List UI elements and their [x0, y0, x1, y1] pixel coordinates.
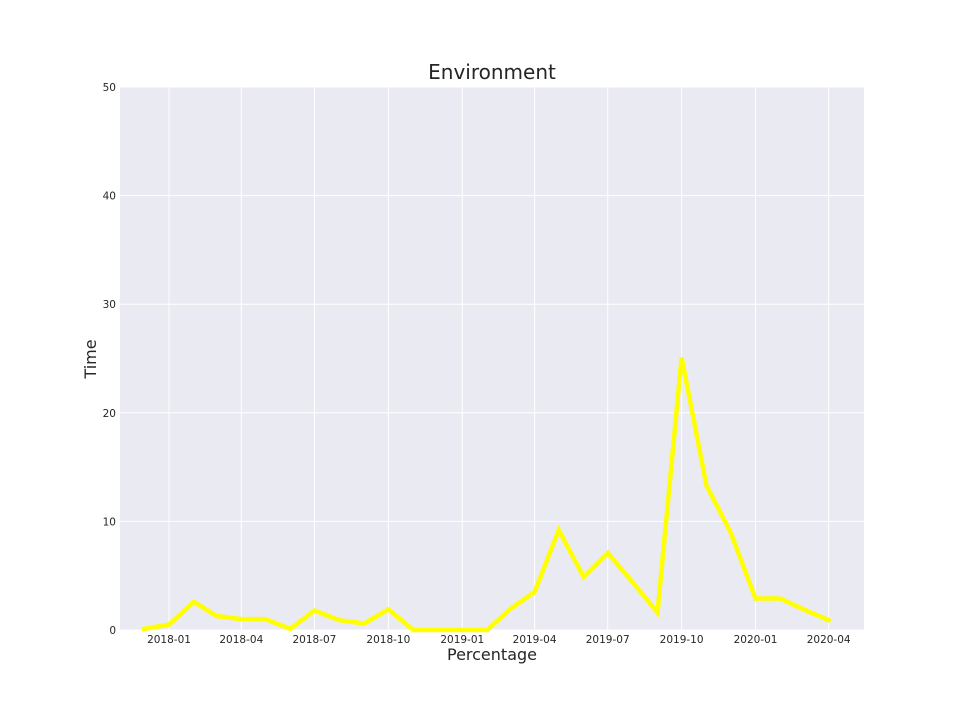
y-tick-label: 30 [103, 299, 116, 311]
x-tick-label: 2019-10 [660, 634, 704, 646]
x-tick-label: 2019-04 [513, 634, 557, 646]
x-tick-label: 2020-01 [734, 634, 778, 646]
plot-background [120, 87, 864, 630]
x-tick-label: 2018-07 [292, 634, 336, 646]
x-tick-label: 2018-04 [219, 634, 263, 646]
x-tick-label: 2020-04 [807, 634, 851, 646]
series-lines [141, 356, 832, 633]
y-tick-label: 10 [103, 516, 116, 528]
chart-title: Environment [428, 60, 556, 84]
x-axis-label: Percentage [447, 645, 537, 664]
y-tick-label: 0 [109, 625, 116, 637]
y-tick-label: 40 [103, 191, 116, 203]
x-tick-labels: 2018-01 2018-04 2018-07 2018-10 2019-01 2019-… [147, 634, 851, 646]
y-tick-label: 20 [103, 408, 116, 420]
x-tick-label: 2018-01 [147, 634, 191, 646]
x-tick-label: 2018-10 [366, 634, 410, 646]
series-line [141, 356, 832, 633]
x-tick-label: 2019-07 [586, 634, 630, 646]
y-axis-label: Time [81, 339, 100, 379]
y-tick-labels: 0 10 20 30 40 50 [103, 82, 116, 637]
x-tick-label: 2019-01 [440, 634, 484, 646]
y-tick-label: 50 [103, 82, 116, 94]
